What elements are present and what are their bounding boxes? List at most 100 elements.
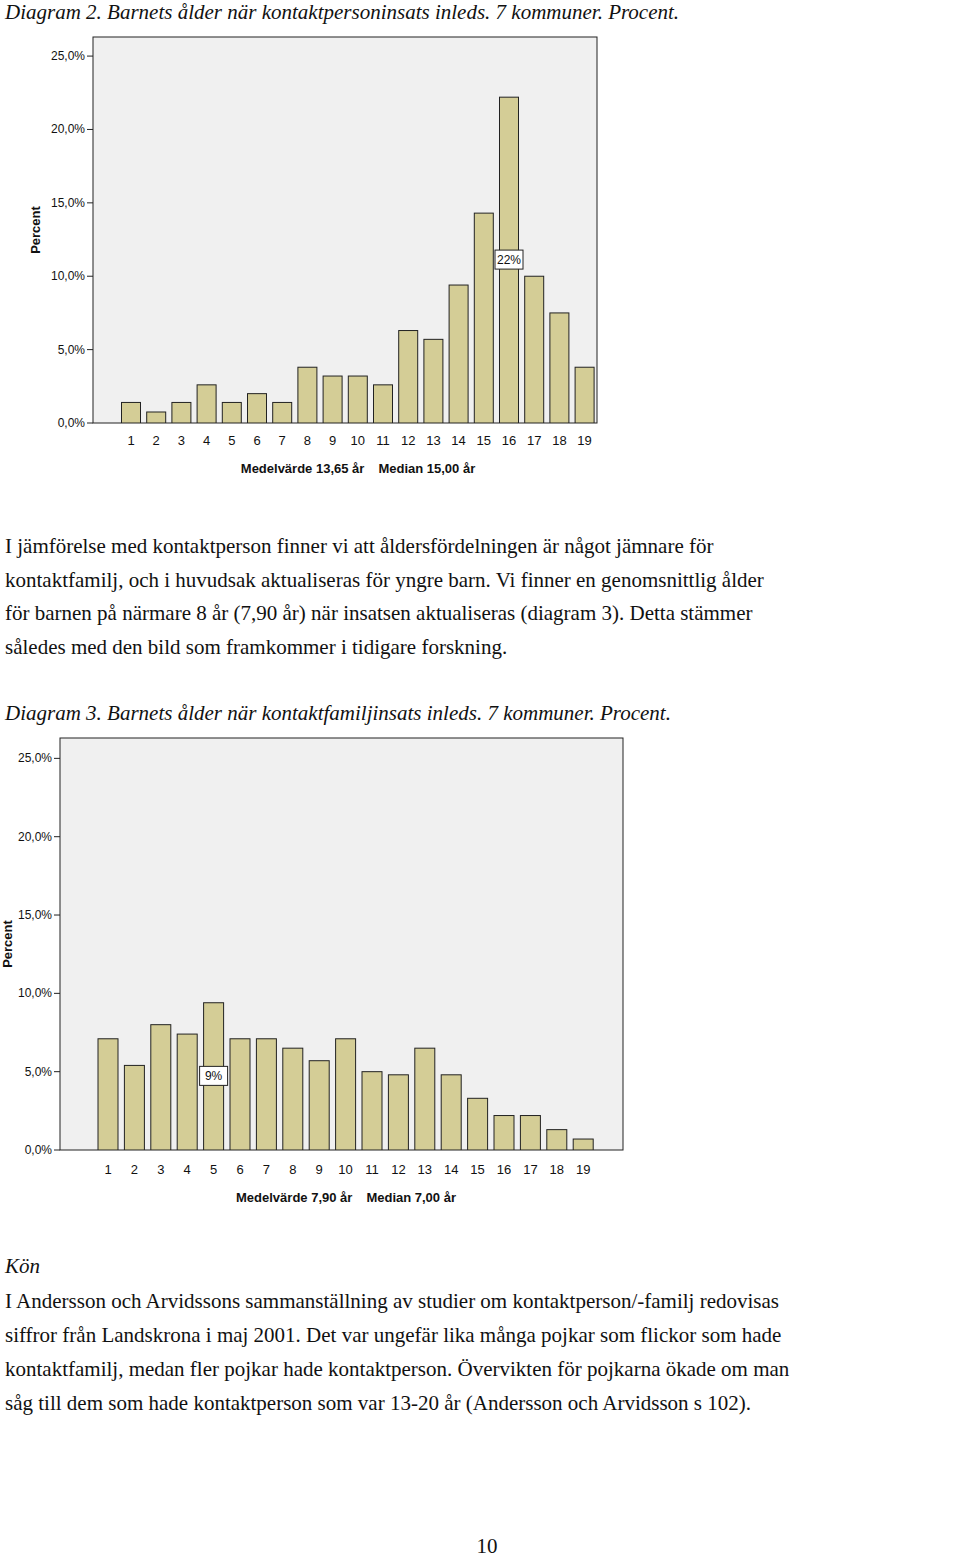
bar — [575, 367, 594, 423]
x-tick-label: 1 — [127, 433, 134, 448]
x-tick-label: 12 — [391, 1162, 405, 1177]
paragraph-line: således med den bild som framkommer i ti… — [5, 637, 507, 658]
caption: Diagram 3. Barnets ålder när kontaktfami… — [5, 703, 671, 724]
paragraph-line: siffror från Landskrona i maj 2001. Det … — [5, 1325, 781, 1346]
x-tick-label: 15 — [470, 1162, 484, 1177]
x-tick-label: 6 — [236, 1162, 243, 1177]
y-tick — [54, 915, 60, 916]
y-tick — [54, 1150, 60, 1151]
x-tick-label: 10 — [338, 1162, 352, 1177]
data-label-box — [200, 1066, 228, 1085]
bar — [362, 1072, 382, 1150]
y-axis-title: Percent — [28, 205, 43, 253]
bar — [248, 394, 267, 423]
bar — [309, 1061, 329, 1150]
y-tick-label: 0,0% — [25, 1143, 53, 1157]
y-tick — [54, 1071, 60, 1072]
bar — [494, 1116, 514, 1150]
chart: 0,0%5,0%10,0%15,0%20,0%25,0%Percent12345… — [28, 37, 597, 476]
bar — [441, 1075, 461, 1150]
y-tick-label: 25,0% — [51, 49, 85, 63]
y-axis-title: Percent — [0, 919, 15, 967]
x-tick-label: 4 — [203, 433, 210, 448]
bar — [298, 367, 317, 423]
bar — [98, 1039, 118, 1150]
bar — [573, 1139, 593, 1150]
caption: Diagram 2. Barnets ålder när kontaktpers… — [5, 2, 679, 23]
y-tick — [87, 276, 93, 277]
bar — [122, 402, 141, 423]
x-tick-label: 4 — [184, 1162, 191, 1177]
bar — [177, 1034, 197, 1150]
bar — [424, 339, 443, 423]
paragraph-line: I Andersson och Arvidssons sammanställni… — [5, 1291, 779, 1312]
x-tick-label: 2 — [153, 433, 160, 448]
x-tick-label: 8 — [289, 1162, 296, 1177]
chart: 0,0%5,0%10,0%15,0%20,0%25,0%Percent12345… — [0, 738, 623, 1205]
y-tick — [87, 56, 93, 57]
x-axis-title-part: Medelvärde 7,90 år — [236, 1190, 352, 1205]
x-tick-label: 1 — [104, 1162, 111, 1177]
bar — [197, 385, 216, 423]
paragraph-line: för barnen på närmare 8 år (7,90 år) när… — [5, 603, 753, 624]
x-tick-label: 19 — [577, 433, 591, 448]
x-tick-label: 2 — [131, 1162, 138, 1177]
bars — [122, 97, 595, 423]
x-tick-label: 15 — [477, 433, 491, 448]
bar — [547, 1130, 567, 1150]
x-axis-title: Medelvärde 13,65 årMedian 15,00 år — [241, 461, 475, 476]
x-tick-label: 5 — [228, 433, 235, 448]
y-tick-label: 20,0% — [18, 830, 52, 844]
bar — [147, 412, 166, 423]
y-tick-label: 15,0% — [18, 908, 52, 922]
x-tick-label: 18 — [552, 433, 566, 448]
data-label-box — [495, 250, 523, 269]
bar — [449, 285, 468, 423]
heading: Kön — [5, 1256, 40, 1277]
bar — [374, 385, 393, 423]
data-label: 9% — [205, 1069, 223, 1083]
plot-area — [93, 37, 597, 423]
y-tick — [54, 758, 60, 759]
y-tick-label: 10,0% — [18, 986, 52, 1000]
x-tick-label: 11 — [365, 1162, 379, 1177]
x-tick-label: 14 — [444, 1162, 458, 1177]
bar — [399, 331, 418, 423]
y-tick — [87, 423, 93, 424]
x-tick-label: 13 — [426, 433, 440, 448]
plot-area — [60, 738, 623, 1150]
x-tick-label: 6 — [253, 433, 260, 448]
paragraph-line: kontaktfamilj, och i huvudsak aktualiser… — [5, 570, 764, 591]
x-tick-label: 16 — [497, 1162, 511, 1177]
y-tick — [87, 129, 93, 130]
y-tick — [87, 349, 93, 350]
bar — [124, 1065, 144, 1150]
x-tick-label: 3 — [157, 1162, 164, 1177]
y-tick-label: 10,0% — [51, 269, 85, 283]
x-axis-title-part: Median 7,00 år — [366, 1190, 456, 1205]
y-tick-label: 5,0% — [25, 1065, 53, 1079]
x-tick-label: 9 — [329, 433, 336, 448]
x-tick-label: 9 — [316, 1162, 323, 1177]
page-number: 10 — [0, 1536, 960, 1556]
x-tick-label: 17 — [523, 1162, 537, 1177]
x-tick-label: 7 — [263, 1162, 270, 1177]
x-tick-label: 18 — [550, 1162, 564, 1177]
data-label: 22% — [497, 253, 521, 267]
x-axis-title-part: Median 15,00 år — [378, 461, 475, 476]
bar — [474, 213, 493, 423]
bar — [256, 1039, 276, 1150]
bar — [468, 1098, 488, 1150]
paragraph-line: I jämförelse med kontaktperson finner vi… — [5, 536, 713, 557]
x-tick-label: 10 — [351, 433, 365, 448]
y-tick — [54, 836, 60, 837]
x-tick-label: 16 — [502, 433, 516, 448]
x-tick-label: 17 — [527, 433, 541, 448]
x-tick-label: 19 — [576, 1162, 590, 1177]
bar — [283, 1048, 303, 1150]
x-axis-title: Medelvärde 7,90 år Median 7,00 år — [236, 1190, 456, 1205]
bar — [323, 376, 342, 423]
y-tick-label: 0,0% — [58, 416, 86, 430]
bar — [550, 313, 569, 423]
bar — [415, 1048, 435, 1150]
